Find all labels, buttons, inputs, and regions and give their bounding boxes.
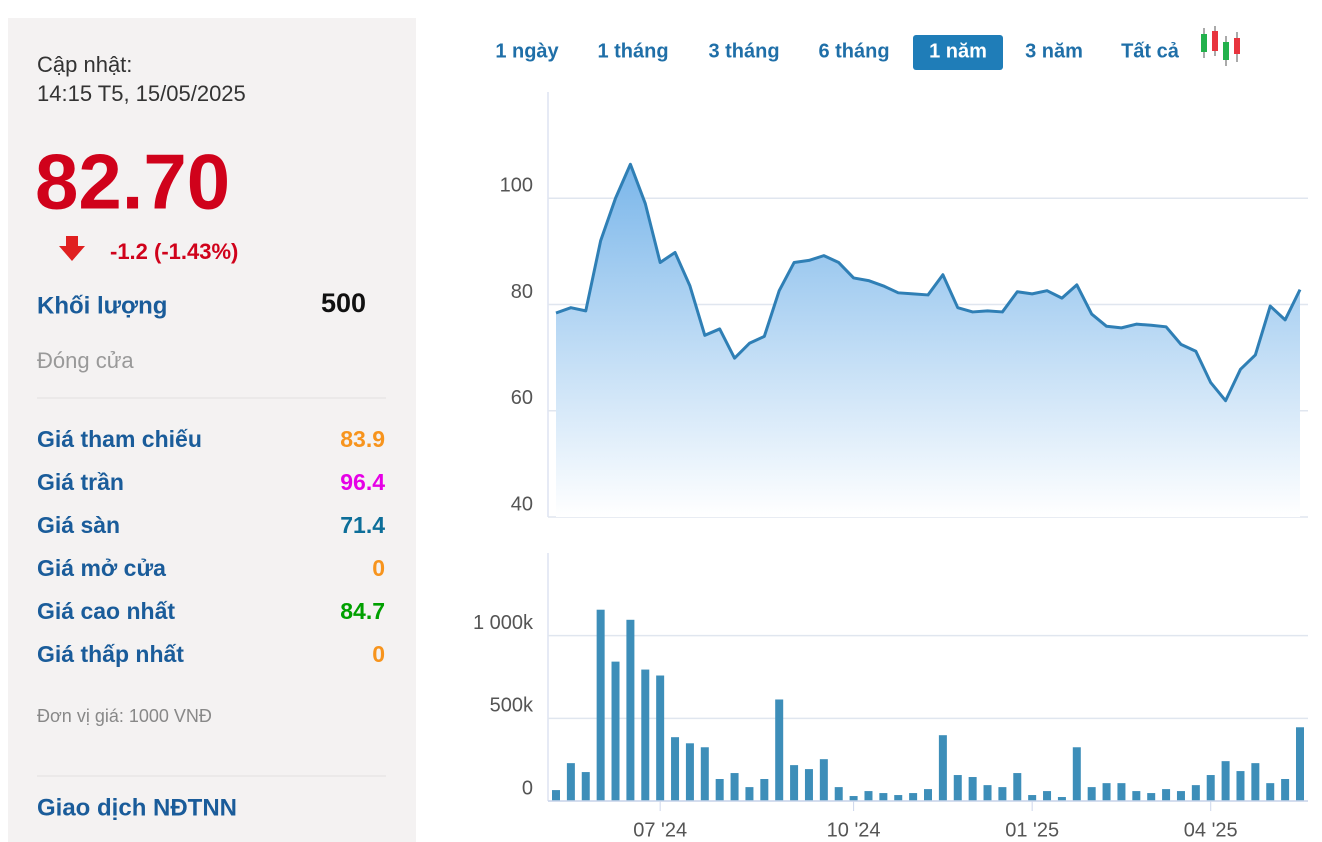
- volume-bar: [1251, 763, 1260, 801]
- volume-bar: [745, 787, 754, 801]
- volume-bar: [596, 609, 605, 801]
- volume-bar: [715, 779, 724, 801]
- volume-bar: [909, 793, 918, 801]
- stat-value: 96.4: [340, 469, 385, 495]
- stat-label: Giá trần: [37, 469, 124, 495]
- volume-bar: [924, 789, 932, 801]
- price-change: -1.2 (-1.43%): [110, 239, 238, 264]
- volume-bar: [685, 743, 694, 801]
- price: 82.70: [35, 138, 230, 226]
- stat-value: 0: [372, 555, 385, 581]
- volume-bar: [1087, 787, 1096, 801]
- stat-label: Giá mở cửa: [37, 555, 166, 581]
- foreign-title: Giao dịch NĐTNN: [37, 794, 237, 821]
- volume-bar: [894, 795, 903, 801]
- tab-active-bg: [913, 35, 1003, 70]
- volume-bar: [775, 699, 784, 801]
- volume-bar: [1236, 771, 1245, 801]
- y-tick-label: 1 000k: [473, 612, 534, 634]
- volume-bar: [566, 763, 575, 801]
- volume-bar: [1162, 789, 1171, 801]
- volume-bar: [611, 661, 620, 801]
- y-tick-label: 0: [522, 777, 533, 799]
- y-tick-label: 100: [500, 175, 533, 197]
- volume-bar: [1117, 783, 1126, 801]
- range-tab[interactable]: 3 tháng: [708, 40, 779, 62]
- stat-label: Giá tham chiếu: [37, 426, 202, 452]
- volume-bar: [730, 773, 739, 801]
- volume-bar: [760, 779, 769, 801]
- stat-label: Giá cao nhất: [37, 598, 175, 624]
- y-tick-label: 80: [511, 281, 533, 303]
- volume-bar: [849, 796, 858, 801]
- volume-bar: [656, 675, 665, 801]
- volume: 500: [321, 288, 366, 318]
- volume-bar: [819, 759, 828, 801]
- stat-value: 71.4: [340, 512, 385, 538]
- volume-bar: [953, 775, 962, 801]
- volume-bar: [1013, 773, 1022, 801]
- volume-bar: [1057, 797, 1066, 801]
- update-label: Cập nhật:: [37, 52, 132, 77]
- stat-value: 83.9: [340, 426, 385, 452]
- volume-bar: [581, 772, 590, 801]
- volume-bar: [1147, 793, 1156, 801]
- volume-bar: [864, 791, 873, 801]
- volume-bar: [879, 793, 888, 801]
- unit-note: Đơn vị giá: 1000 VNĐ: [37, 706, 212, 726]
- stat-value: 84.7: [340, 598, 385, 624]
- price-line: [555, 162, 1302, 403]
- volume-bar: [700, 747, 709, 801]
- volume-bar: [641, 669, 650, 801]
- range-tab[interactable]: 1 năm: [929, 40, 987, 62]
- sidebar-panel: [8, 18, 416, 842]
- range-tab[interactable]: 6 tháng: [818, 40, 889, 62]
- volume-bar: [1102, 783, 1111, 801]
- volume-bar: [834, 787, 843, 801]
- price-area: [556, 164, 1300, 517]
- volume-bar: [1281, 779, 1290, 801]
- range-tab[interactable]: 1 ngày: [495, 40, 559, 62]
- down-arrow: [59, 236, 85, 261]
- volume-bar: [1132, 791, 1141, 801]
- stat-value: 0: [372, 641, 385, 667]
- y-tick-label: 40: [511, 493, 533, 515]
- stat-label: Giá thấp nhất: [37, 641, 184, 667]
- candle-icon: [1201, 26, 1240, 66]
- volume-bar: [968, 777, 977, 801]
- update-time: 14:15 T5, 15/05/2025: [37, 81, 246, 106]
- x-tick-label: 07 '24: [633, 819, 687, 841]
- x-tick-label: 04 '25: [1184, 819, 1238, 841]
- volume-bar: [1221, 761, 1230, 801]
- volume-bar: [626, 619, 635, 801]
- volume-bar: [1043, 791, 1052, 801]
- volume-bar: [790, 765, 799, 801]
- volume-bar: [1072, 747, 1081, 801]
- range-tab[interactable]: 1 tháng: [597, 40, 668, 62]
- y-tick-label: 500k: [490, 695, 534, 717]
- volume-bar: [1176, 791, 1185, 801]
- range-tab[interactable]: Tất cả: [1121, 40, 1180, 62]
- range-tab[interactable]: 3 năm: [1025, 40, 1083, 62]
- volume-bar: [938, 735, 947, 801]
- volume-bar: [1028, 795, 1037, 801]
- stat-label: Giá sàn: [37, 512, 120, 538]
- volume-label: Khối lượng: [37, 292, 167, 319]
- status: Đóng cửa: [37, 348, 134, 373]
- y-tick-label: 60: [511, 387, 533, 409]
- volume-bar: [552, 790, 560, 801]
- volume-bar: [1296, 727, 1304, 801]
- volume-bar: [1191, 785, 1200, 801]
- volume-bar: [983, 785, 992, 801]
- volume-bar: [998, 787, 1007, 801]
- x-tick-label: 10 '24: [827, 819, 881, 841]
- volume-bar: [1266, 783, 1275, 801]
- volume-bar: [671, 737, 680, 801]
- volume-bar: [804, 769, 813, 801]
- volume-bar: [1206, 775, 1215, 801]
- x-tick-label: 01 '25: [1005, 819, 1059, 841]
